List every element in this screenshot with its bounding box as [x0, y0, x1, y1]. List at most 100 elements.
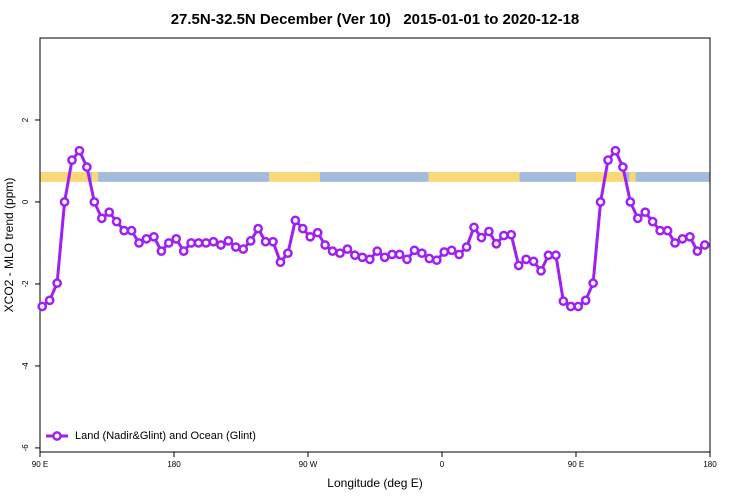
- series-point: [625, 197, 636, 207]
- x-tick-label: 0: [440, 460, 445, 469]
- series-point: [119, 225, 129, 236]
- series-point: [394, 249, 405, 260]
- series-point: [655, 225, 665, 236]
- series-point: [275, 257, 286, 268]
- series-point: [484, 226, 494, 237]
- series-point: [297, 223, 308, 234]
- legend-label: Land (Nadir&Glint) and Ocean (Glint): [75, 430, 256, 442]
- series-point: [96, 213, 107, 224]
- y-tick-label: 0: [21, 199, 30, 204]
- series-point: [513, 260, 524, 271]
- series-point: [662, 225, 673, 236]
- series-point: [387, 249, 397, 260]
- y-tick-label: 2: [21, 117, 30, 122]
- series-point: [588, 278, 598, 288]
- series-point: [283, 248, 293, 259]
- series-point: [37, 301, 48, 312]
- series-point: [454, 249, 464, 260]
- series-point: [260, 236, 271, 247]
- series-point: [245, 236, 256, 246]
- series-point: [536, 265, 546, 276]
- surface-band-segment: [98, 172, 270, 182]
- series-point: [134, 238, 144, 248]
- surface-band-segment: [625, 172, 630, 182]
- series-point: [223, 236, 234, 246]
- series-point: [446, 245, 457, 256]
- x-axis-label: Longitude (deg E): [327, 476, 422, 490]
- series-point: [44, 295, 55, 306]
- series-point: [364, 254, 375, 265]
- series-point: [521, 254, 531, 265]
- series-point: [417, 248, 427, 259]
- series-point: [156, 246, 167, 256]
- surface-band-segment: [428, 172, 520, 182]
- series-point: [230, 242, 241, 252]
- series-point: [372, 246, 383, 256]
- x-tick-label: 180: [703, 460, 717, 469]
- series-point: [163, 238, 174, 248]
- series-point: [59, 197, 70, 207]
- surface-band-segment: [92, 172, 99, 182]
- series-point: [111, 216, 122, 227]
- series-point: [409, 245, 420, 256]
- series-point: [558, 296, 569, 307]
- x-tick-label: 90 W: [299, 460, 318, 469]
- series-point: [610, 145, 621, 156]
- series-point: [379, 252, 390, 263]
- series-point: [82, 162, 92, 172]
- series-point: [439, 247, 450, 257]
- series-point: [312, 227, 323, 238]
- series-point: [290, 215, 301, 226]
- series-point: [52, 278, 62, 288]
- series-point: [253, 223, 263, 234]
- series-point: [104, 207, 115, 218]
- y-tick-label: -2: [21, 280, 30, 288]
- surface-band-segment: [519, 172, 576, 182]
- surface-band-segment: [269, 172, 320, 182]
- series-point: [692, 246, 703, 256]
- series-point: [565, 301, 576, 312]
- series-point: [424, 253, 435, 264]
- series-point: [551, 250, 561, 261]
- surface-band-segment: [635, 172, 710, 182]
- series-point: [186, 238, 196, 248]
- series-point: [342, 244, 353, 254]
- series-point: [74, 145, 85, 156]
- series-point: [543, 250, 554, 261]
- series-point: [171, 234, 182, 244]
- chart-title: 27.5N-32.5N December (Ver 10) 2015-01-01…: [171, 11, 580, 28]
- series-point: [640, 207, 651, 218]
- series-point: [402, 254, 412, 265]
- series-point: [149, 231, 159, 242]
- surface-band-segment: [576, 172, 626, 182]
- series-point: [603, 155, 613, 166]
- series-point: [89, 197, 100, 207]
- x-tick-label: 90 E: [568, 460, 584, 469]
- surface-band-segment: [629, 172, 636, 182]
- series-point: [201, 238, 211, 248]
- series-point: [699, 240, 710, 250]
- series-point: [67, 155, 77, 166]
- y-axis-label: XCO2 - MLO trend (ppm): [2, 178, 16, 313]
- x-tick-label: 90 E: [32, 460, 48, 469]
- series-point: [268, 236, 278, 247]
- series-point: [350, 250, 360, 261]
- series-point: [327, 246, 338, 256]
- series-point: [320, 240, 330, 250]
- y-tick-label: -6: [21, 444, 30, 452]
- series-point: [216, 240, 226, 250]
- series-point: [580, 295, 591, 306]
- y-tick-label: -4: [21, 362, 30, 370]
- plot-frame: [39, 37, 711, 453]
- series-point: [208, 236, 219, 247]
- series-point: [335, 248, 345, 259]
- series-point: [126, 225, 137, 236]
- series-point: [141, 234, 152, 244]
- legend-point: [52, 431, 62, 441]
- series-point: [647, 216, 658, 227]
- series-point: [677, 234, 688, 244]
- series-point: [618, 162, 628, 172]
- series-point: [670, 238, 680, 248]
- series-point: [498, 230, 509, 241]
